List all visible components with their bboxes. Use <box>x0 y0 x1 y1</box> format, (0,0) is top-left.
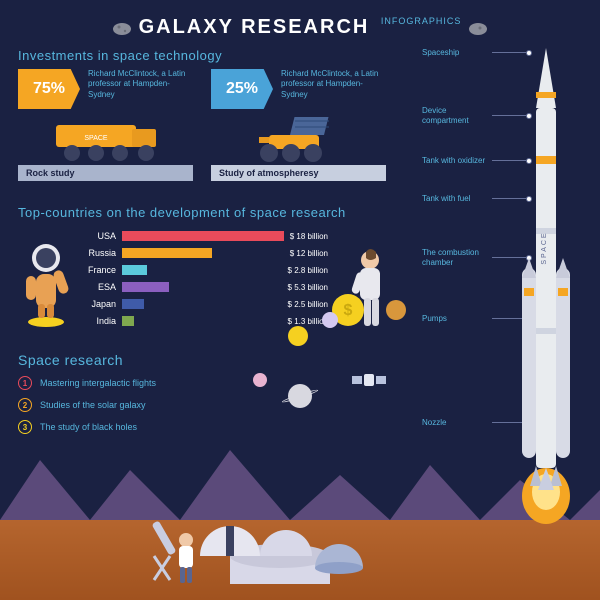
research-heading: Space research <box>18 352 268 368</box>
research-text: Mastering intergalactic flights <box>40 378 156 388</box>
percentage-badge: 25% <box>211 69 273 109</box>
callout-text: Pumps <box>422 314 492 324</box>
percentage-badge: 75% <box>18 69 80 109</box>
research-number: 2 <box>18 398 32 412</box>
bar-row: France $ 2.8 billion <box>78 262 328 278</box>
research-text: Studies of the solar galaxy <box>40 400 146 410</box>
planet-icon <box>253 373 267 387</box>
callout-text: Spaceship <box>422 48 492 58</box>
bar-fill <box>122 282 169 292</box>
svg-text:SPACE: SPACE <box>84 135 108 142</box>
planet-icon <box>386 300 406 320</box>
callout-text: Device compartment <box>422 106 492 125</box>
investment-caption: Richard McClintock, a Latin professor at… <box>281 69 386 100</box>
research-number: 3 <box>18 420 32 434</box>
investment-card: 75% Richard McClintock, a Latin professo… <box>18 69 193 181</box>
vehicle-icon: SPACE <box>18 115 193 163</box>
investment-label: Rock study <box>18 165 193 181</box>
title-row: GALAXY RESEARCH INFOGRAPHICS <box>0 16 600 39</box>
planet-icon <box>322 312 338 328</box>
asteroid-icon <box>466 20 490 38</box>
svg-text:SPACE: SPACE <box>541 231 548 264</box>
callout-text: Tank with oxidizer <box>422 156 492 166</box>
bar-label: Russia <box>78 248 122 258</box>
bar-row: India $ 1.3 billion <box>78 313 328 329</box>
bar-value: $ 12 billion <box>290 249 328 258</box>
ground <box>0 520 600 600</box>
research-number: 1 <box>18 376 32 390</box>
bar-value: $ 2.5 billion <box>288 300 328 309</box>
bar-label: Japan <box>78 299 122 309</box>
page-title: GALAXY RESEARCH INFOGRAPHICS <box>139 16 462 39</box>
research-item: 3 The study of black holes <box>18 420 268 434</box>
bar-label: ESA <box>78 282 122 292</box>
callout-text: Nozzle <box>422 418 492 428</box>
callout-text: Tank with fuel <box>422 194 492 204</box>
bar-fill <box>122 231 284 241</box>
bar-label: India <box>78 316 122 326</box>
planet-icon <box>288 326 308 346</box>
research-section: Space research 1 Mastering intergalactic… <box>18 352 268 434</box>
investment-label: Study of atmospheresy <box>211 165 386 181</box>
rocket-diagram: Spaceship Device compartment Tank with o… <box>422 48 582 508</box>
investments-heading: Investments in space technology <box>18 48 388 63</box>
bar-value: $ 18 billion <box>290 232 328 241</box>
bar-fill <box>122 316 134 326</box>
bar-fill <box>122 265 147 275</box>
research-text: The study of black holes <box>40 422 137 432</box>
bar-fill <box>122 299 144 309</box>
bar-value: $ 5.3 billion <box>288 283 328 292</box>
asteroid-icon <box>110 20 134 38</box>
observatory-icon <box>130 460 390 600</box>
bar-row: ESA $ 5.3 billion <box>78 279 328 295</box>
svg-text:$: $ <box>344 302 353 319</box>
countries-heading: Top-countries on the development of spac… <box>18 205 388 220</box>
vehicle-icon <box>211 115 386 163</box>
infographic-frame: GALAXY RESEARCH INFOGRAPHICS Investments… <box>0 0 600 600</box>
rocket-icon: SPACE <box>506 48 586 528</box>
investment-caption: Richard McClintock, a Latin professor at… <box>88 69 193 100</box>
bar-value: $ 2.8 billion <box>288 266 328 275</box>
investment-card: 25% Richard McClintock, a Latin professo… <box>211 69 386 181</box>
bar-label: USA <box>78 231 122 241</box>
bar-row: Russia $ 12 billion <box>78 245 328 261</box>
countries-chart: USA $ 18 billion Russia $ 12 billion Fra… <box>78 228 328 330</box>
astronaut-icon <box>18 232 74 328</box>
investor-icon: $ <box>330 246 394 336</box>
callout-text: The combustion chamber <box>422 248 492 267</box>
investments-section: Investments in space technology 75% Rich… <box>18 48 388 181</box>
bar-row: Japan $ 2.5 billion <box>78 296 328 312</box>
research-item: 2 Studies of the solar galaxy <box>18 398 268 412</box>
satellite-icon <box>352 368 386 392</box>
bar-row: USA $ 18 billion <box>78 228 328 244</box>
research-item: 1 Mastering intergalactic flights <box>18 376 268 390</box>
bar-label: France <box>78 265 122 275</box>
bar-fill <box>122 248 212 258</box>
